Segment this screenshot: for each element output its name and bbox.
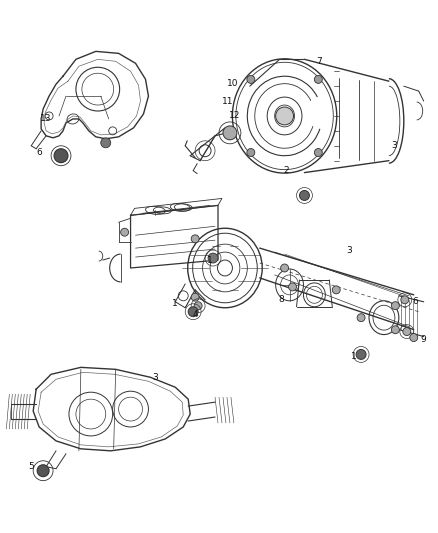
Circle shape (300, 190, 309, 200)
Circle shape (392, 326, 399, 334)
Circle shape (289, 283, 297, 291)
Circle shape (410, 334, 418, 342)
Circle shape (392, 302, 399, 310)
Circle shape (357, 314, 365, 321)
Circle shape (314, 149, 322, 157)
Circle shape (37, 465, 49, 477)
Text: 9: 9 (421, 335, 427, 344)
Circle shape (276, 107, 293, 125)
Circle shape (356, 350, 366, 359)
Text: 12: 12 (229, 111, 240, 120)
Circle shape (281, 264, 289, 272)
Text: 13: 13 (40, 115, 52, 124)
Text: 3: 3 (391, 141, 397, 150)
Circle shape (54, 149, 68, 163)
Text: 2: 2 (284, 166, 290, 175)
Text: 4: 4 (192, 310, 198, 319)
Text: 6: 6 (36, 148, 42, 157)
Text: 11: 11 (222, 96, 234, 106)
Circle shape (194, 302, 202, 310)
Text: 1: 1 (173, 299, 178, 308)
Circle shape (314, 76, 322, 83)
Circle shape (191, 235, 199, 243)
Text: 3: 3 (152, 373, 158, 382)
Text: 1: 1 (207, 255, 213, 264)
Circle shape (247, 149, 255, 157)
Circle shape (188, 307, 198, 317)
Circle shape (120, 228, 129, 236)
Text: 5: 5 (28, 462, 34, 471)
Text: 3: 3 (346, 246, 352, 255)
Text: 6: 6 (412, 297, 417, 306)
Circle shape (247, 76, 255, 83)
Circle shape (208, 253, 218, 263)
Circle shape (101, 138, 111, 148)
Circle shape (223, 126, 237, 140)
Text: 1: 1 (351, 352, 357, 361)
Text: 7: 7 (317, 57, 322, 66)
Circle shape (403, 328, 411, 336)
Circle shape (191, 293, 199, 301)
Circle shape (401, 296, 409, 304)
Circle shape (332, 286, 340, 294)
Text: 8: 8 (279, 295, 284, 304)
Text: 10: 10 (227, 79, 239, 87)
